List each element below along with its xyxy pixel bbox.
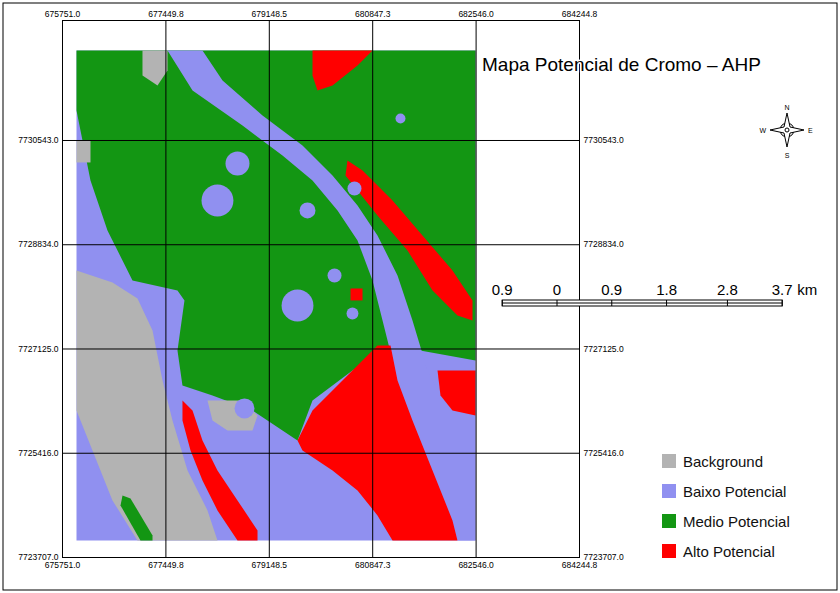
svg-text:0.9: 0.9 — [492, 281, 513, 298]
svg-text:N: N — [784, 104, 789, 111]
svg-text:679148.5: 679148.5 — [252, 9, 288, 19]
svg-text:Alto Potencial: Alto Potencial — [683, 543, 775, 560]
svg-text:7728834.0: 7728834.0 — [584, 239, 624, 249]
svg-text:7730543.0: 7730543.0 — [584, 135, 624, 145]
svg-text:677449.8: 677449.8 — [148, 9, 184, 19]
svg-text:7730543.0: 7730543.0 — [18, 135, 58, 145]
svg-text:0: 0 — [553, 281, 561, 298]
svg-text:677449.8: 677449.8 — [148, 560, 184, 570]
svg-text:Mapa Potencial de Cromo – AHP: Mapa Potencial de Cromo – AHP — [482, 54, 761, 75]
svg-text:W: W — [759, 127, 766, 134]
svg-text:1.8: 1.8 — [656, 281, 677, 298]
svg-text:S: S — [785, 152, 790, 159]
svg-text:0.9: 0.9 — [601, 281, 622, 298]
svg-text:3.7: 3.7 — [772, 281, 793, 298]
svg-text:680847.3: 680847.3 — [355, 560, 391, 570]
svg-text:Medio Potencial: Medio Potencial — [683, 513, 790, 530]
svg-text:7723707.0: 7723707.0 — [584, 552, 624, 562]
svg-text:675751.0: 675751.0 — [45, 9, 81, 19]
svg-text:682546.0: 682546.0 — [458, 560, 494, 570]
svg-text:7725416.0: 7725416.0 — [584, 448, 624, 458]
svg-text:2.8: 2.8 — [717, 281, 738, 298]
svg-text:7728834.0: 7728834.0 — [18, 239, 58, 249]
svg-text:680847.3: 680847.3 — [355, 9, 391, 19]
svg-text:679148.5: 679148.5 — [252, 560, 288, 570]
svg-text:7723707.0: 7723707.0 — [18, 552, 58, 562]
svg-text:675751.0: 675751.0 — [44, 559, 81, 570]
svg-text:Baixo Potencial: Baixo Potencial — [683, 483, 786, 500]
svg-text:682546.0: 682546.0 — [458, 9, 494, 19]
svg-text:7727125.0: 7727125.0 — [18, 344, 58, 354]
svg-text:7725416.0: 7725416.0 — [18, 448, 58, 458]
svg-text:E: E — [808, 127, 813, 134]
svg-text:7727125.0: 7727125.0 — [584, 344, 624, 354]
svg-text:Background: Background — [683, 453, 763, 470]
svg-text:km: km — [797, 281, 817, 298]
svg-text:684244.8: 684244.8 — [562, 9, 598, 19]
svg-text:684244.8: 684244.8 — [561, 559, 598, 570]
